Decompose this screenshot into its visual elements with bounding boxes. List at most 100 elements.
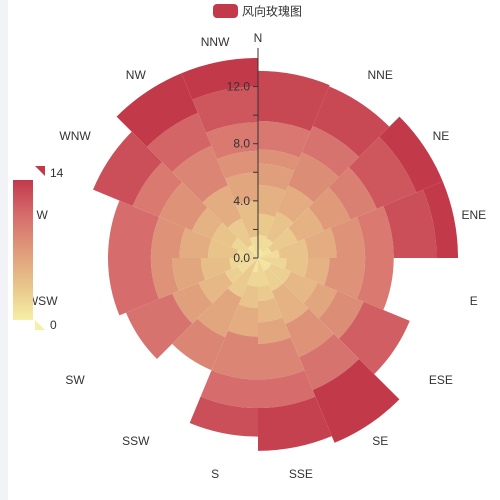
rose-segment-sw-2[interactable] [198,271,233,304]
rose-segment-n-5[interactable] [258,163,295,191]
rose-segment-wnw-1[interactable] [211,222,238,248]
rose-segment-ne-1[interactable] [268,227,298,253]
rose-segment-ne-5[interactable] [348,136,417,209]
legend-label[interactable]: 风向玫瑰图 [242,4,302,19]
rose-segment-wsw-2[interactable] [172,258,206,291]
rose-segment-sse-3[interactable] [258,317,291,344]
visual-map-bottom-handle[interactable] [35,320,45,330]
rose-segment-ese-3[interactable] [303,282,338,319]
rose-segment-n-3[interactable] [258,213,275,237]
rose-segment-ese-0[interactable] [258,258,272,269]
rose-segment-nw-4[interactable] [146,112,212,173]
rose-segment-se-0[interactable] [258,258,269,272]
rose-segment-wnw-0[interactable] [231,237,258,258]
rose-segment-sse-5[interactable] [258,370,316,408]
rose-segment-sw-3[interactable] [172,282,213,324]
legend[interactable]: 风向玫瑰图 [213,4,302,19]
rose-segment-s-2[interactable] [238,284,258,308]
rose-segment-se-5[interactable] [312,359,400,443]
rose-segment-n-8[interactable] [258,70,330,132]
rose-segment-ne-6[interactable] [379,116,443,193]
rose-segment-ene-4[interactable] [356,206,394,258]
rose-segment-ssw-1[interactable] [197,288,242,338]
rose-segment-nw-2[interactable] [202,185,242,228]
rose-segment-s-3[interactable] [227,304,258,337]
rose-segment-ene-1[interactable] [277,238,308,258]
rose-segment-ene-0[interactable] [258,249,280,258]
rose-segment-e-2[interactable] [304,258,330,286]
rose-segment-w-2[interactable] [179,227,212,258]
rose-segment-wnw-3[interactable] [159,182,208,231]
rose-segment-nnw-3[interactable] [217,150,258,179]
rose-segment-nw-1[interactable] [227,218,253,248]
rose-segment-s-1[interactable] [247,271,258,287]
rose-segment-nw-5[interactable] [116,73,198,147]
rose-segment-sw-4[interactable] [126,293,193,360]
rose-segment-ene-5[interactable] [383,189,437,258]
rose-segment-s-5[interactable] [200,370,258,408]
rose-segment-ssw-2[interactable] [172,318,226,371]
rose-segment-w-3[interactable] [150,217,186,258]
rose-segment-n-6[interactable] [258,149,300,171]
rose-segment-wsw-0[interactable] [229,258,258,269]
rose-segment-e-0[interactable] [258,258,287,269]
rose-segment-s-0[interactable] [252,258,258,273]
rose-segment-ssw-0[interactable] [227,258,258,298]
rose-segment-wnw-4[interactable] [132,162,183,217]
rose-segment-wnw-2[interactable] [192,207,223,239]
rose-segment-n-7[interactable] [258,120,311,158]
rose-segment-ese-1[interactable] [268,263,291,284]
rose-segment-n-4[interactable] [258,185,286,218]
rose-segment-ne-4[interactable] [328,167,377,220]
rose-segment-sse-6[interactable] [258,396,332,451]
rose-segment-ne-0[interactable] [258,247,272,258]
rose-segment-w-1[interactable] [208,238,239,258]
rose-segment-ne-2[interactable] [288,207,324,242]
rose-segment-nne-2[interactable] [266,211,294,243]
rose-segment-nw-0[interactable] [247,244,258,258]
rose-segment-se-3[interactable] [285,308,334,357]
rose-segment-ene-3[interactable] [330,217,366,258]
rose-segment-nnw-0[interactable] [249,236,258,258]
rose-segment-nne-4[interactable] [288,152,339,203]
rose-segment-wsw-1[interactable] [200,258,232,280]
rose-segment-nne-6[interactable] [312,86,390,157]
rose-segment-nnw-5[interactable] [192,86,258,133]
rose-segment-s-6[interactable] [189,396,258,437]
visual-map-top-handle[interactable] [35,166,45,176]
visual-map-bar[interactable] [13,180,33,320]
rose-segment-n-1[interactable] [258,249,262,257]
rose-segment-nw-3[interactable] [172,145,228,203]
rose-segment-wsw-3[interactable] [150,258,179,299]
rose-segment-nne-0[interactable] [258,251,264,258]
rose-segment-sse-1[interactable] [258,284,275,301]
rose-segment-ne-3[interactable] [308,187,351,231]
rose-segment-nnw-1[interactable] [236,200,258,239]
rose-segment-e-4[interactable] [356,258,394,310]
legend-swatch[interactable] [213,4,238,18]
rose-segment-n-2[interactable] [258,235,267,251]
rose-segment-se-1[interactable] [263,268,284,291]
rose-segment-e-1[interactable] [284,258,308,278]
rose-segment-nnw-4[interactable] [206,122,258,160]
rose-segment-se-4[interactable] [299,333,360,390]
rose-segment-sse-4[interactable] [258,337,305,380]
rose-segment-ene-6[interactable] [422,181,458,258]
rose-segment-nnw-6[interactable] [181,58,258,100]
rose-segment-ene-2[interactable] [304,227,337,258]
rose-segment-ese-5[interactable] [338,301,410,375]
rose-segment-wnw-5[interactable] [93,131,163,207]
rose-segment-ese-2[interactable] [283,271,318,304]
visual-map[interactable]: 14 0 [13,166,64,332]
rose-segment-wsw-4[interactable] [108,258,160,316]
rose-segment-s-4[interactable] [211,330,258,380]
rose-segment-sse-2[interactable] [258,297,283,323]
rose-segment-e-3[interactable] [323,258,366,299]
rose-segment-sw-0[interactable] [238,258,258,274]
rose-segment-ese-4[interactable] [318,290,364,339]
rose-segment-nne-3[interactable] [277,185,314,223]
rose-segment-w-4[interactable] [108,200,160,258]
rose-segment-w-0[interactable] [236,249,258,258]
rose-segment-sse-0[interactable] [258,258,269,287]
rose-segment-se-2[interactable] [271,283,309,324]
